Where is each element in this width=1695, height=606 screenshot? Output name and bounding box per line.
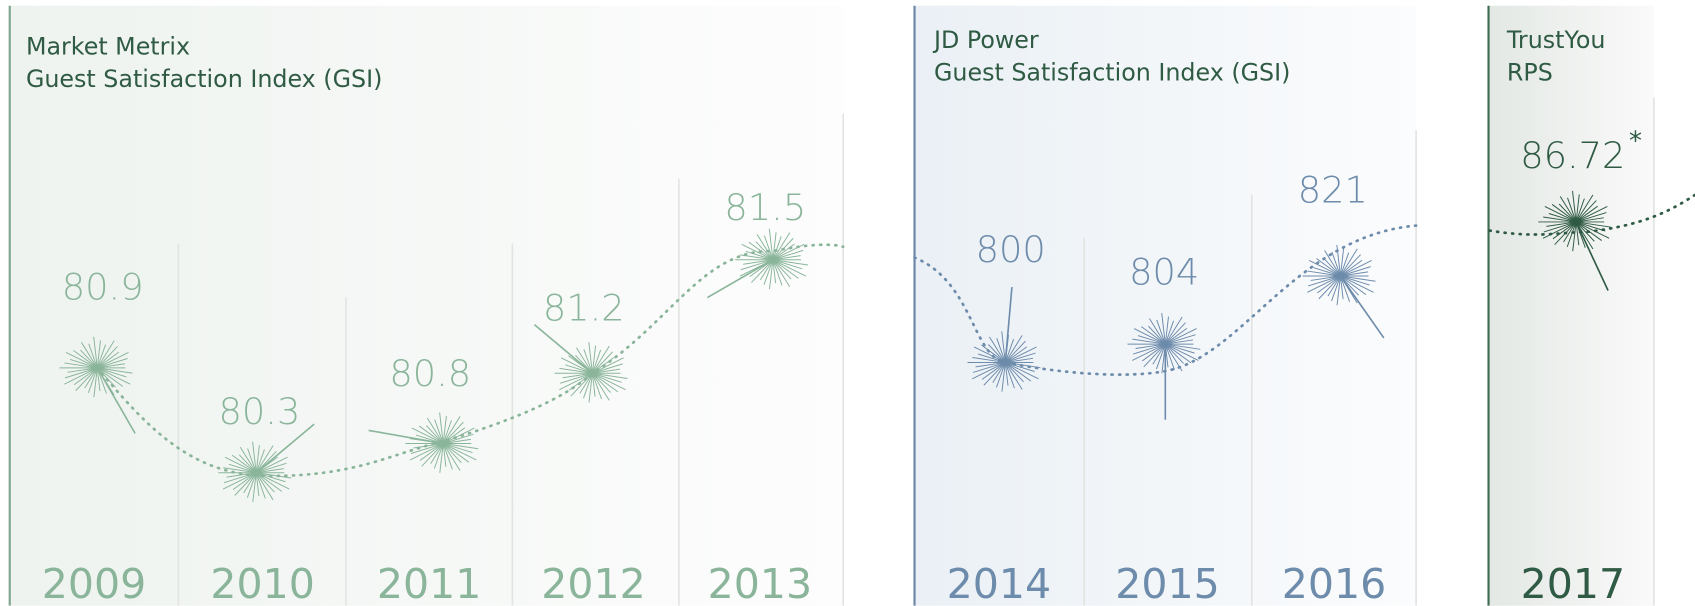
year-label: 2015 [1115, 560, 1220, 606]
panel-title: Guest Satisfaction Index (GSI) [26, 65, 382, 93]
value-label: 80.8 [389, 352, 471, 395]
panel-title: TrustYou [1506, 26, 1606, 54]
panel-title: Market Metrix [26, 32, 190, 60]
year-label: 2017 [1521, 560, 1626, 606]
infographic: Market Metrix Guest Satisfaction Index (… [0, 0, 1695, 606]
panel-title: RPS [1507, 58, 1553, 86]
year-label: 2009 [42, 560, 147, 606]
year-label: 2012 [541, 560, 646, 606]
value-label: 81.2 [543, 286, 625, 329]
footnote-mark: * [1629, 126, 1642, 156]
year-label: 2010 [210, 560, 315, 606]
panel-title: Guest Satisfaction Index (GSI) [934, 58, 1290, 86]
value-label: 804 [1129, 251, 1199, 294]
value-label: 81.5 [724, 186, 806, 229]
value-label: 821 [1298, 168, 1368, 211]
year-label: 2016 [1282, 560, 1387, 606]
panel-title: JD Power [932, 26, 1039, 54]
value-label: 80.3 [219, 390, 301, 433]
value-label: 80.9 [62, 266, 144, 309]
value-label: 800 [976, 228, 1046, 271]
year-label: 2013 [708, 560, 813, 606]
year-label: 2011 [377, 560, 482, 606]
panel [915, 6, 1417, 606]
value-label: 86.72 [1520, 134, 1625, 177]
year-label: 2014 [947, 560, 1052, 606]
panel [1489, 6, 1654, 606]
